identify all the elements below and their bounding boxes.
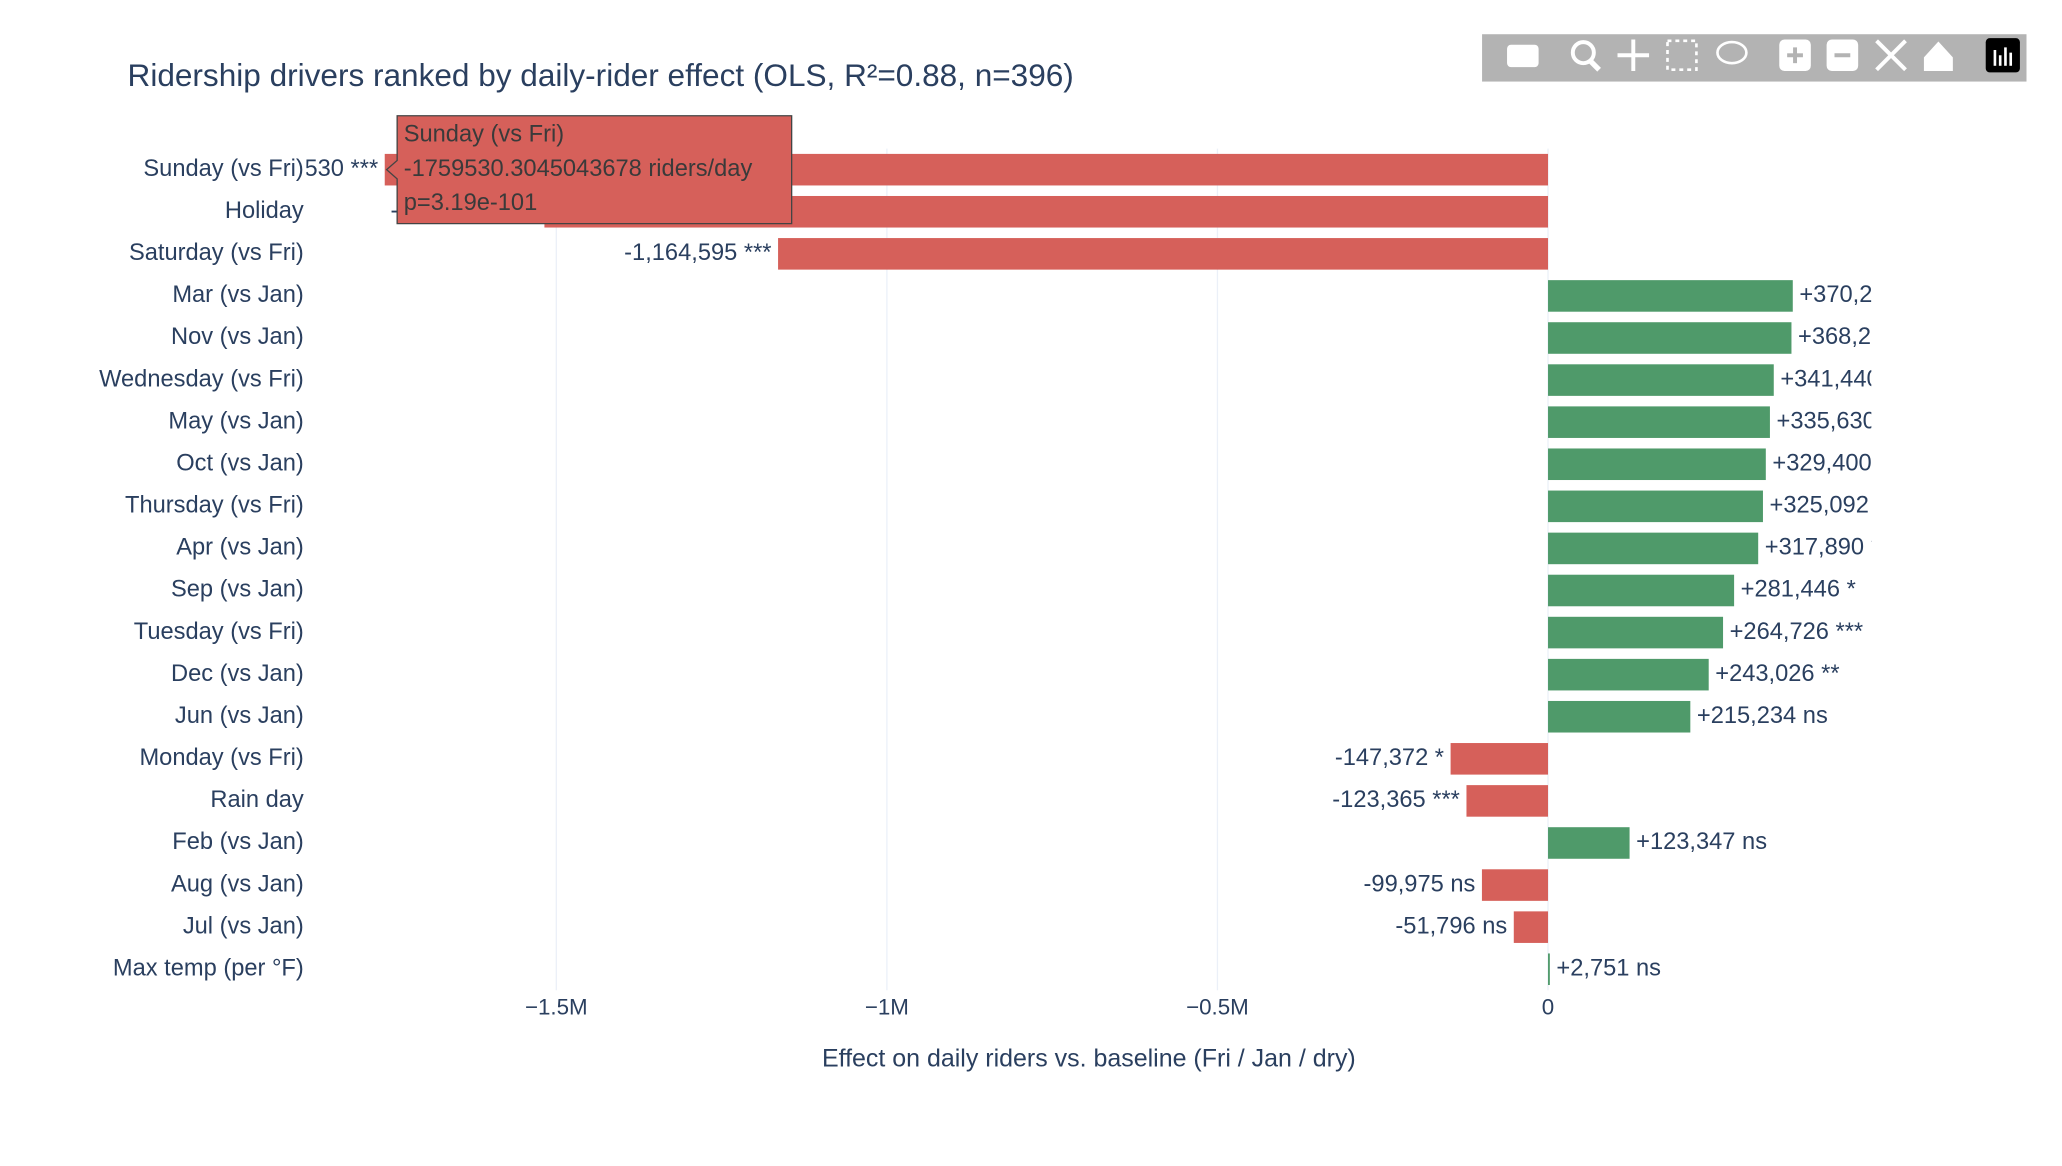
x-tick-label: −0.5M bbox=[1186, 995, 1249, 1020]
value-label: -51,796 ns bbox=[1395, 913, 1507, 939]
y-tick-label: Saturday (vs Fri) bbox=[129, 240, 304, 266]
bar bbox=[1548, 280, 1793, 312]
select-icon[interactable] bbox=[1666, 39, 1698, 72]
autoscale-icon[interactable] bbox=[1875, 39, 1907, 72]
bar bbox=[1548, 364, 1774, 396]
value-label: +243,026 ** bbox=[1715, 661, 1839, 687]
bar bbox=[1548, 953, 1550, 986]
x-axis-title: Effect on daily riders vs. baseline (Fri… bbox=[822, 1045, 1356, 1073]
value-label: +368,200 *** bbox=[1798, 324, 1932, 350]
axes: −1.5M −1M −0.5M 0 Sunday (vs Fri) Holiday Satu… bbox=[99, 156, 1554, 1020]
bar bbox=[1548, 700, 1691, 733]
zoom-icon[interactable] bbox=[1570, 40, 1596, 66]
value-label: -147,372 * bbox=[1335, 745, 1444, 771]
bar bbox=[1548, 827, 1630, 859]
y-tick-label: Sep (vs Jan) bbox=[171, 577, 304, 603]
grid bbox=[555, 148, 1549, 991]
x-tick-label: −1.5M bbox=[525, 995, 588, 1020]
value-label: +325,092 *** bbox=[1770, 493, 1904, 519]
value-label: +281,446 * bbox=[1741, 577, 1856, 603]
value-label: +123,347 ns bbox=[1636, 829, 1767, 855]
bar bbox=[1548, 448, 1766, 481]
y-tick-label: Dec (vs Jan) bbox=[171, 661, 304, 687]
y-tick-label: Holiday bbox=[225, 198, 304, 224]
hover-tooltip: Sunday (vs Fri) -1759530.3045043678 ride… bbox=[385, 115, 793, 225]
value-label: -99,975 ns bbox=[1364, 871, 1476, 897]
value-label: +264,726 *** bbox=[1730, 619, 1864, 645]
bars bbox=[384, 153, 1793, 986]
bar bbox=[1466, 785, 1549, 817]
reset-icon[interactable] bbox=[1923, 41, 1953, 72]
y-tick-label: Mar (vs Jan) bbox=[172, 282, 303, 308]
bar bbox=[1548, 658, 1709, 691]
lasso-icon[interactable] bbox=[1716, 40, 1748, 65]
bar bbox=[1450, 743, 1549, 775]
y-tick-label: Sunday (vs Fri) bbox=[143, 156, 303, 182]
y-tick-label: Feb (vs Jan) bbox=[172, 829, 303, 855]
bar bbox=[1548, 322, 1792, 354]
bar bbox=[1548, 406, 1770, 438]
tooltip-p: p=3.19e-101 bbox=[404, 190, 538, 216]
value-label: +317,890 *** bbox=[1765, 535, 1899, 561]
bar bbox=[1513, 911, 1549, 943]
plotly-logo[interactable] bbox=[1985, 38, 2020, 73]
x-tick-label: −1M bbox=[865, 995, 909, 1020]
y-tick-label: Jul (vs Jan) bbox=[183, 913, 304, 939]
bar bbox=[1481, 869, 1549, 901]
value-label: -123,365 *** bbox=[1332, 787, 1460, 813]
y-tick-label: Rain day bbox=[210, 787, 304, 813]
value-label: +215,234 ns bbox=[1697, 703, 1828, 729]
y-tick-label: Tuesday (vs Fri) bbox=[134, 619, 304, 645]
value-label: +2,751 ns bbox=[1556, 955, 1661, 981]
value-label: +341,440 *** bbox=[1780, 366, 1914, 392]
value-label: -1,759,530 *** bbox=[231, 156, 378, 182]
value-label: +370,200 *** bbox=[1799, 282, 1933, 308]
y-tick-label: Aug (vs Jan) bbox=[171, 871, 304, 897]
bar bbox=[778, 238, 1549, 270]
y-tick-label: Nov (vs Jan) bbox=[171, 324, 304, 350]
value-label: +329,400 *** bbox=[1772, 451, 1906, 477]
chart-title: Ridership drivers ranked by daily-rider … bbox=[128, 57, 1074, 93]
y-tick-label: Wednesday (vs Fri) bbox=[99, 366, 304, 392]
x-tick-label: 0 bbox=[1542, 995, 1554, 1020]
y-tick-label: May (vs Jan) bbox=[168, 408, 303, 434]
tooltip-value: -1759530.3045043678 riders/day bbox=[404, 156, 753, 182]
bar bbox=[1548, 532, 1759, 565]
y-tick-label: Jun (vs Jan) bbox=[175, 703, 304, 729]
y-tick-label: Monday (vs Fri) bbox=[139, 745, 303, 771]
bar bbox=[1548, 574, 1735, 607]
value-labels: -1,759,530 ***-1,518,000 ***-1,164,595 *… bbox=[231, 156, 1933, 982]
y-tick-label: Oct (vs Jan) bbox=[176, 451, 304, 477]
bar bbox=[1548, 616, 1724, 649]
y-tick-label: Thursday (vs Fri) bbox=[125, 493, 304, 519]
tooltip-box bbox=[385, 115, 793, 225]
y-tick-label: Max temp (per °F) bbox=[113, 955, 304, 981]
camera-icon[interactable] bbox=[1507, 44, 1539, 68]
value-label: +335,630 *** bbox=[1777, 408, 1911, 434]
pan-icon[interactable] bbox=[1617, 39, 1650, 72]
y-tick-label: Apr (vs Jan) bbox=[176, 535, 304, 561]
tooltip-category: Sunday (vs Fri) bbox=[404, 122, 564, 148]
modebar bbox=[1482, 34, 2027, 82]
bar bbox=[1548, 490, 1763, 523]
value-label: -1,164,595 *** bbox=[624, 240, 771, 266]
